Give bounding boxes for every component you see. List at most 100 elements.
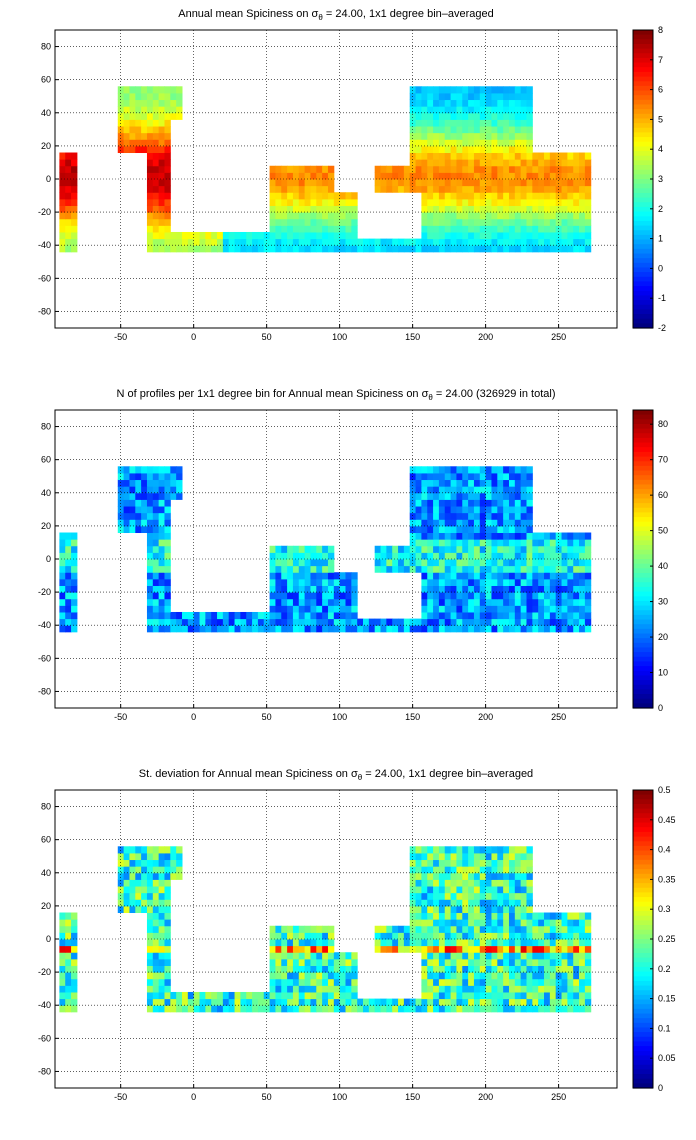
data-cell <box>158 932 165 940</box>
data-cell <box>292 972 300 980</box>
data-cell <box>503 479 510 487</box>
data-cell <box>503 126 510 134</box>
data-cell <box>462 472 469 481</box>
data-cell <box>549 1005 557 1013</box>
data-cell <box>129 859 136 867</box>
colorbar-segment <box>633 272 653 278</box>
data-cell <box>544 598 551 606</box>
data-cell <box>71 218 78 226</box>
data-cell <box>433 952 440 960</box>
data-cell <box>497 952 504 960</box>
data-cell <box>141 506 148 514</box>
data-cell <box>176 231 183 240</box>
data-cell <box>503 925 510 933</box>
data-cell <box>508 165 516 173</box>
data-cell <box>310 958 317 966</box>
data-cell <box>438 519 446 527</box>
data-cell <box>468 479 475 487</box>
data-cell <box>584 1005 592 1013</box>
data-cell <box>433 185 440 193</box>
data-cell <box>503 192 510 200</box>
data-cell <box>497 205 504 213</box>
data-cell <box>544 578 551 586</box>
colorbar-segment <box>633 684 653 690</box>
data-cell <box>281 598 288 606</box>
data-cell <box>158 605 165 613</box>
data-cell <box>310 172 317 180</box>
data-cell <box>281 545 288 553</box>
data-cell <box>485 952 492 960</box>
data-cell <box>438 479 446 487</box>
data-cell <box>421 512 428 520</box>
data-cell <box>479 185 487 193</box>
data-cell <box>292 618 300 626</box>
data-cell <box>345 1005 352 1013</box>
data-cell <box>450 846 457 854</box>
data-cell <box>508 112 516 120</box>
data-cell <box>71 238 78 246</box>
data-cell <box>573 932 580 940</box>
data-cell <box>433 492 440 500</box>
data-cell <box>433 912 440 920</box>
data-cell <box>491 231 498 240</box>
data-cell <box>526 565 533 573</box>
data-cell <box>479 919 487 927</box>
data-cell <box>473 492 481 500</box>
data-cell <box>304 192 311 200</box>
data-cell <box>520 152 527 160</box>
data-cell <box>508 159 516 167</box>
data-cell <box>65 578 72 586</box>
data-cell <box>549 545 557 553</box>
data-cell <box>129 466 136 474</box>
data-cell <box>473 545 481 553</box>
data-cell <box>549 532 557 540</box>
data-cell <box>322 165 329 173</box>
data-cell <box>158 892 165 900</box>
data-cell <box>386 165 393 173</box>
data-cell <box>363 625 370 633</box>
data-cell <box>333 958 341 966</box>
data-cell <box>357 998 364 1006</box>
data-cell <box>316 618 323 626</box>
data-cell <box>409 525 417 534</box>
data-cell <box>503 905 510 914</box>
data-cell <box>514 932 522 940</box>
data-cell <box>316 952 323 960</box>
data-cell <box>386 559 393 567</box>
data-cell <box>252 231 259 240</box>
data-cell <box>567 192 574 200</box>
data-cell <box>456 912 463 920</box>
data-cell <box>135 112 142 120</box>
data-cell <box>444 525 452 534</box>
data-cell <box>497 925 504 933</box>
data-cell <box>497 466 504 474</box>
data-cell <box>444 472 452 481</box>
data-cell <box>544 165 551 173</box>
data-cell <box>491 218 498 226</box>
data-cell <box>310 925 317 933</box>
data-cell <box>520 172 527 180</box>
data-cell <box>473 519 481 527</box>
data-cell <box>403 179 411 187</box>
data-cell <box>392 172 399 180</box>
data-cell <box>468 952 475 960</box>
data-cell <box>497 152 504 160</box>
data-cell <box>374 939 382 947</box>
data-cell <box>146 978 154 986</box>
data-cell <box>526 99 533 107</box>
data-cell <box>146 866 154 874</box>
data-cell <box>433 512 440 520</box>
data-cell <box>275 192 282 200</box>
data-cell <box>497 919 504 927</box>
colorbar-segment <box>633 661 653 667</box>
data-cell <box>561 152 568 160</box>
data-cell <box>415 852 422 861</box>
data-cell <box>252 245 259 253</box>
x-tick-label: 50 <box>262 1092 272 1102</box>
data-cell <box>158 479 165 487</box>
data-cell <box>462 985 469 993</box>
colorbar-segment <box>633 845 653 852</box>
data-cell <box>392 179 399 187</box>
data-cell <box>485 611 492 620</box>
data-cell <box>316 212 323 220</box>
